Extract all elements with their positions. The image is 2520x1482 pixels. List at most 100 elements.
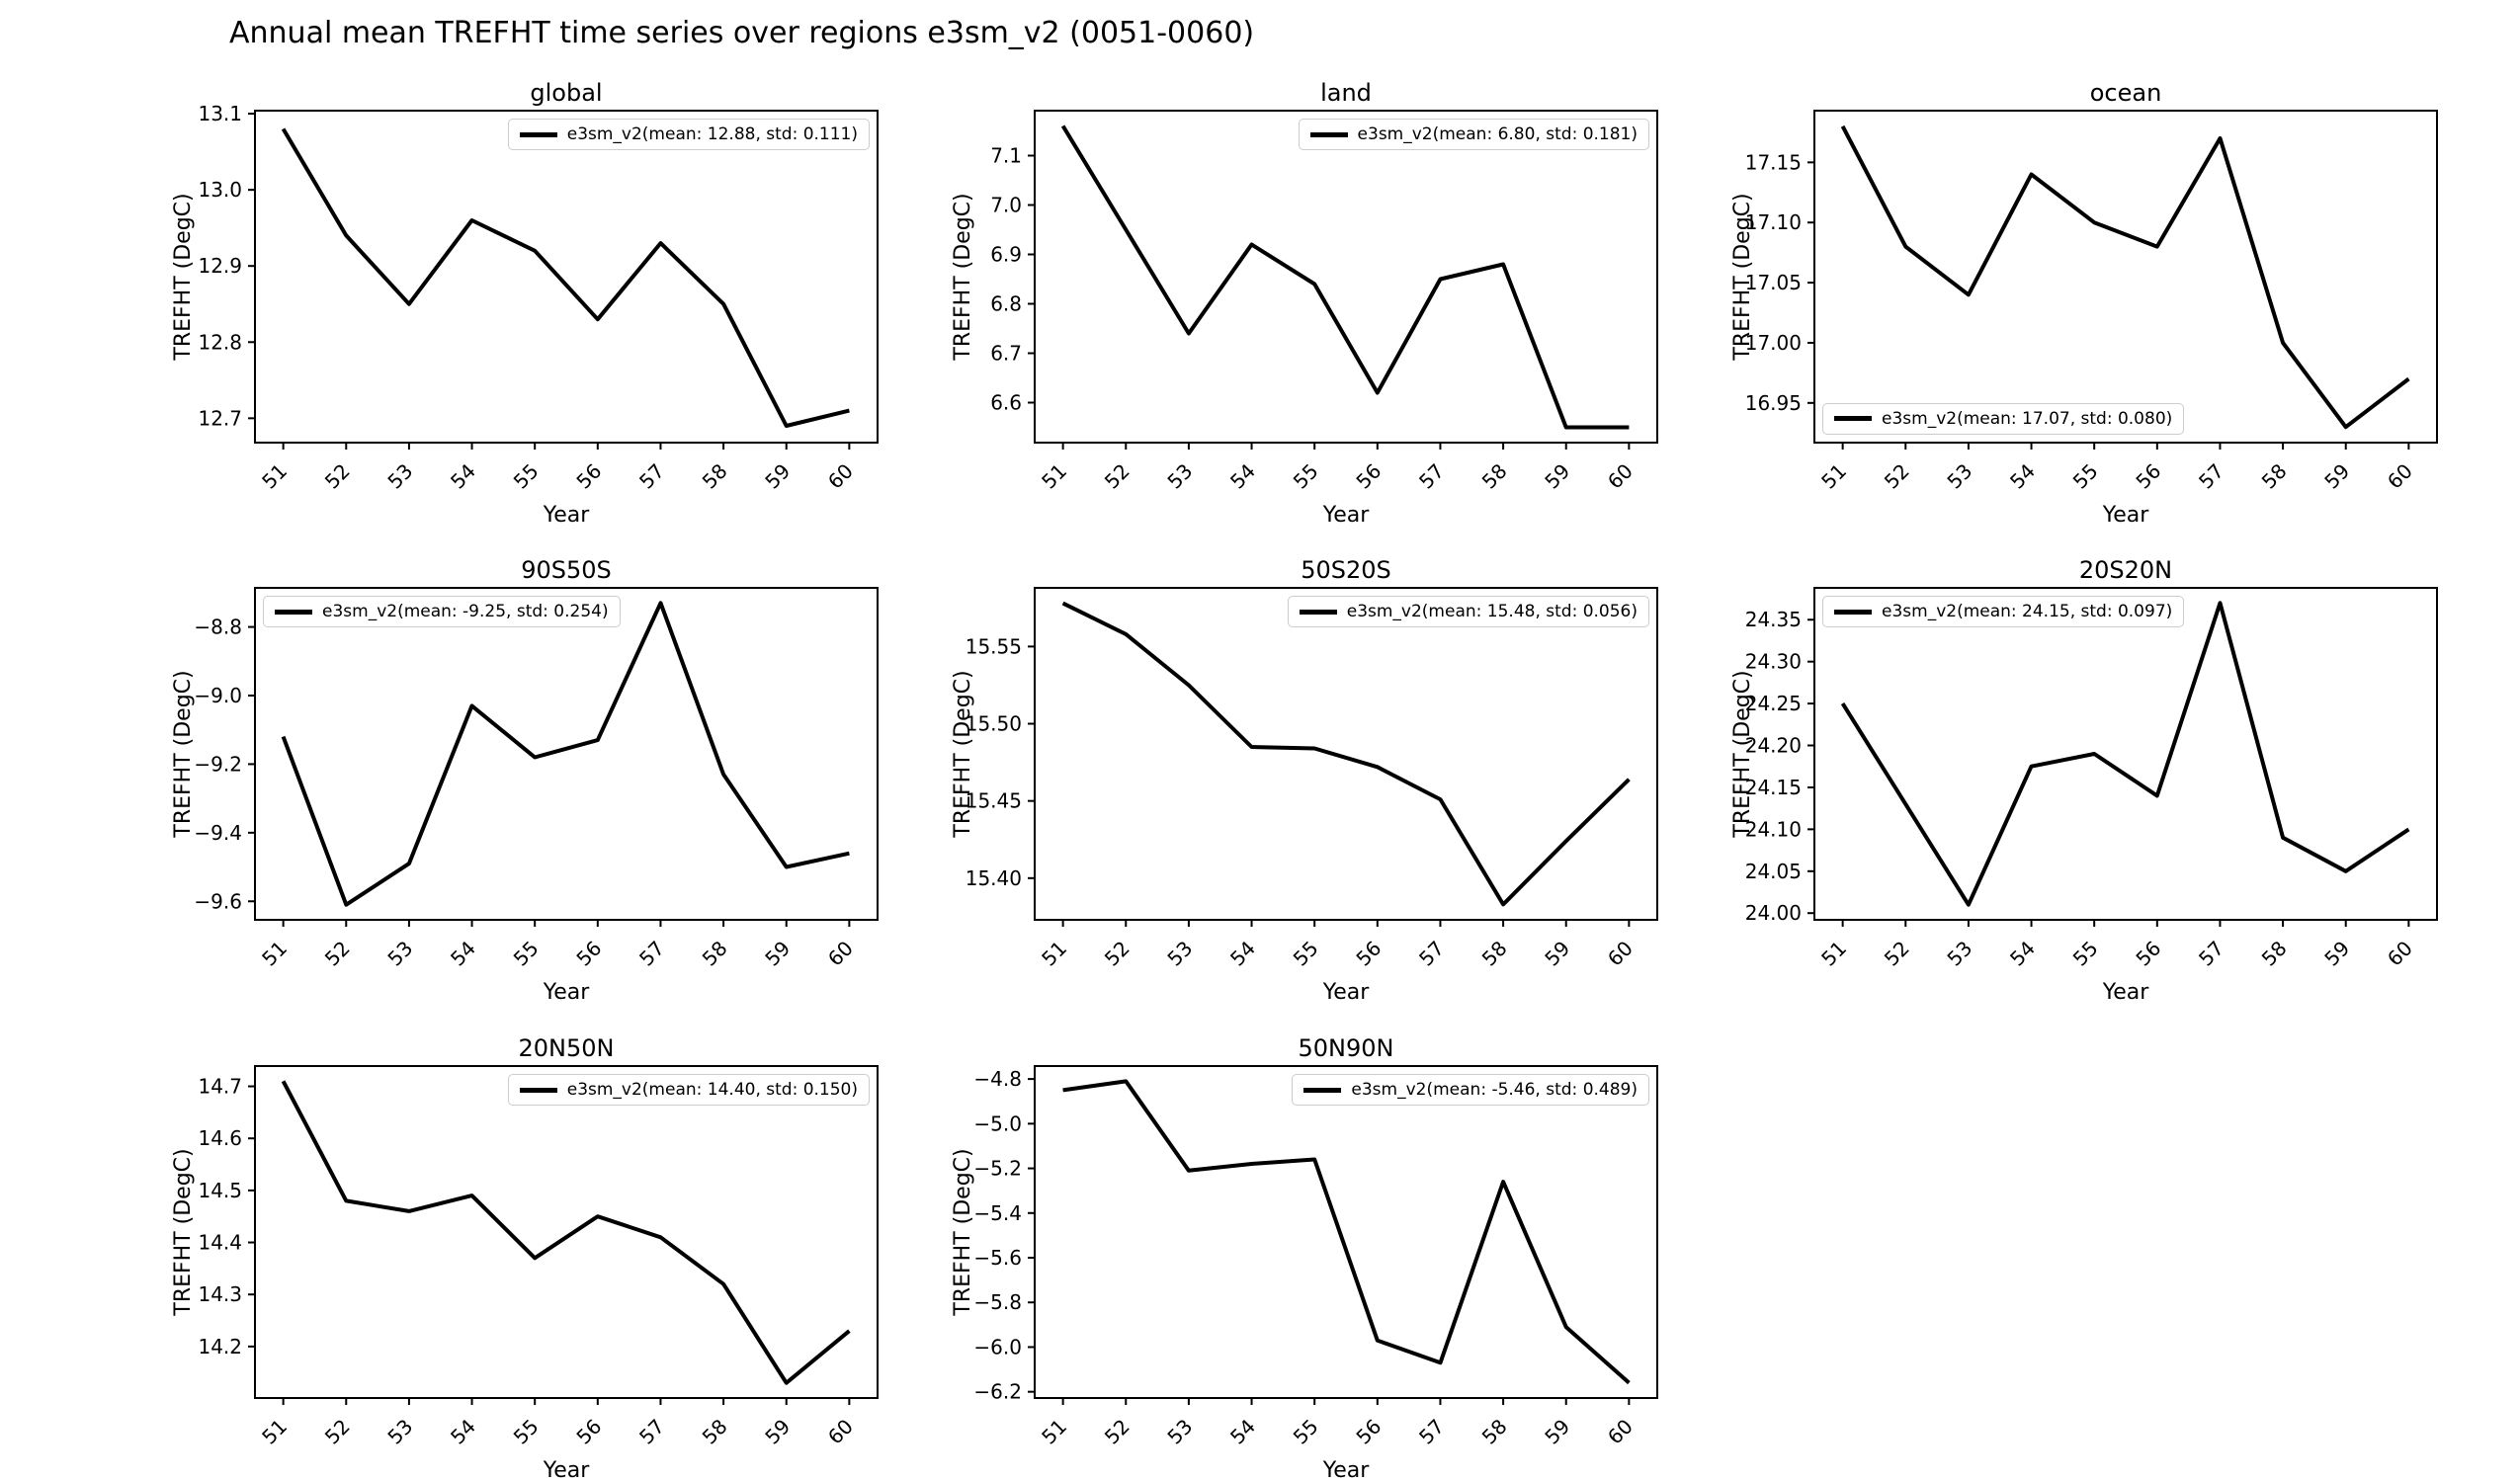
y-tick-label: 24.35 (1745, 608, 1802, 631)
x-tick-label: 53 (1942, 937, 1976, 971)
x-tick-label: 60 (823, 459, 858, 494)
x-tick-label: 60 (2383, 937, 2417, 971)
y-tick-label: −5.4 (973, 1201, 1022, 1225)
y-tick-label: 7.1 (990, 144, 1022, 168)
x-tick-label: 51 (1816, 459, 1851, 494)
x-tick-label: 52 (1100, 1415, 1134, 1449)
data-line-ocean (1840, 124, 2410, 430)
x-tick-label: 59 (760, 1415, 795, 1449)
x-tick-label: 54 (1225, 1415, 1260, 1449)
subplot-title: land (1320, 79, 1372, 107)
x-tick-label: 57 (634, 459, 669, 494)
x-tick-label: 53 (382, 1415, 417, 1449)
subplot-50N90N: 50N90N −4.8 −5.0 −5.2 −5.4 −5.6 −5.8 −6.0 −6.2 51… (946, 1017, 1726, 1482)
x-tick-label: 56 (2131, 459, 2165, 494)
x-tick-label: 51 (1037, 459, 1071, 494)
y-tick-label: 14.4 (198, 1231, 242, 1255)
y-tick-label: −9.4 (194, 821, 242, 845)
y-tick-label: 24.10 (1745, 817, 1802, 841)
chart-20N50N: 20N50N 14.2 14.3 14.4 14.5 14.6 14.7 51 52 53 54 55… (171, 1034, 879, 1482)
x-axis-label: Year (2102, 980, 2150, 1005)
x-tick-label: 56 (1351, 1415, 1386, 1449)
y-axis-label: TREFHT (DegC) (171, 1148, 196, 1316)
x-axis-label: Year (1322, 1458, 1371, 1482)
x-axis-label: Year (1322, 980, 1371, 1005)
chart-20S20N: 20S20N 24.00 24.05 24.10 24.15 24.20 24.25 24.3… (1730, 556, 2438, 1005)
x-tick-label: 58 (2257, 459, 2292, 494)
legend-line-sample (1299, 609, 1337, 615)
x-tick-label: 54 (1225, 937, 1260, 971)
axes-frame (1034, 110, 1658, 444)
x-tick-label: 54 (446, 937, 480, 971)
x-tick-label: 55 (1289, 937, 1323, 971)
x-tick-label: 59 (1540, 1415, 1574, 1449)
y-tick-label: 15.55 (966, 634, 1022, 658)
x-tick-label: 55 (2068, 459, 2103, 494)
subplot-20S20N: 20S20N 24.00 24.05 24.10 24.15 24.20 24.25 24.3… (1725, 538, 2506, 1013)
y-tick-label: 17.00 (1745, 331, 1802, 355)
subplot-50S20S: 50S20S 15.40 15.45 15.50 15.55 51 52 53 54 55 56 57… (946, 538, 1726, 1013)
chart-50N90N: 50N90N −4.8 −5.0 −5.2 −5.4 −5.6 −5.8 −6.0 −6.2 51… (951, 1034, 1658, 1482)
x-tick-label: 57 (1414, 937, 1449, 971)
subplot-title: 50S20S (1301, 556, 1391, 584)
y-tick-label: 14.5 (198, 1179, 242, 1202)
data-line-50S20S (1061, 601, 1631, 907)
subplot-90S50S: 90S50S −8.8 −9.0 −9.2 −9.4 −9.6 51 52 53 54 55 56 57… (166, 538, 947, 1013)
y-tick-label: −6.0 (973, 1335, 1022, 1358)
x-tick-label: 56 (1351, 459, 1386, 494)
subplot-title: 20S20N (2079, 556, 2172, 584)
x-tick-label: 59 (2319, 937, 2354, 971)
legend-20N50N: e3sm_v2(mean: 14.40, std: 0.150) (507, 1074, 870, 1107)
legend-label: e3sm_v2(mean: -9.25, std: 0.254) (322, 602, 609, 621)
x-tick-label: 56 (571, 937, 606, 971)
x-tick-label: 60 (1603, 937, 1638, 971)
x-tick-label: 56 (571, 459, 606, 494)
y-tick-label: 14.2 (198, 1335, 242, 1358)
subplot-title: 50N90N (1299, 1034, 1394, 1062)
y-tick-label: 15.45 (966, 789, 1022, 813)
x-tick-label: 57 (634, 937, 669, 971)
x-tick-label: 59 (760, 459, 795, 494)
data-line-20S20N (1840, 601, 2410, 907)
x-tick-label: 52 (320, 937, 355, 971)
legend-50N90N: e3sm_v2(mean: -5.46, std: 0.489) (1292, 1074, 1649, 1107)
x-axis-label: Year (543, 1458, 591, 1482)
y-tick-label: −5.0 (973, 1112, 1022, 1135)
y-tick-label: 14.6 (198, 1126, 242, 1150)
axes-frame (1813, 110, 2438, 444)
chart-global: global 12.7 12.8 12.9 13.0 13.1 51 52 53 54 55 56 57… (171, 79, 879, 528)
x-tick-label: 60 (1603, 1415, 1638, 1449)
x-axis-label: Year (1322, 503, 1371, 528)
y-tick-label: −6.2 (973, 1380, 1022, 1404)
x-tick-label: 58 (698, 937, 732, 971)
x-axis-label: Year (2102, 503, 2150, 528)
x-tick-label: 52 (1880, 937, 1914, 971)
y-tick-label: 14.3 (198, 1282, 242, 1306)
x-tick-label: 51 (257, 937, 292, 971)
x-tick-label: 55 (1289, 1415, 1323, 1449)
y-tick-label: −9.0 (194, 684, 242, 707)
y-axis-label: TREFHT (DegC) (951, 1148, 975, 1316)
x-tick-label: 54 (2005, 459, 2040, 494)
y-tick-label: −9.6 (194, 889, 242, 913)
y-tick-label: 17.05 (1745, 271, 1802, 294)
y-axis-label: TREFHT (DegC) (171, 193, 196, 361)
axes-frame (254, 1065, 879, 1399)
x-tick-label: 55 (2068, 937, 2103, 971)
x-tick-label: 51 (1037, 1415, 1071, 1449)
y-tick-label: 13.1 (198, 102, 242, 125)
x-tick-label: 55 (509, 459, 544, 494)
y-tick-label: 24.30 (1745, 650, 1802, 674)
x-tick-label: 58 (1477, 459, 1512, 494)
legend-line-sample (1303, 1087, 1342, 1093)
x-axis-label: Year (543, 503, 591, 528)
data-line-20N50N (281, 1080, 851, 1385)
x-tick-label: 59 (1540, 937, 1574, 971)
x-tick-label: 59 (1540, 459, 1574, 494)
x-tick-label: 51 (257, 1415, 292, 1449)
x-tick-label: 51 (1816, 937, 1851, 971)
x-tick-label: 60 (823, 937, 858, 971)
x-tick-label: 55 (1289, 459, 1323, 494)
y-tick-label: 7.0 (990, 194, 1022, 217)
chart-90S50S: 90S50S −8.8 −9.0 −9.2 −9.4 −9.6 51 52 53 54 55 56 57… (171, 556, 879, 1005)
